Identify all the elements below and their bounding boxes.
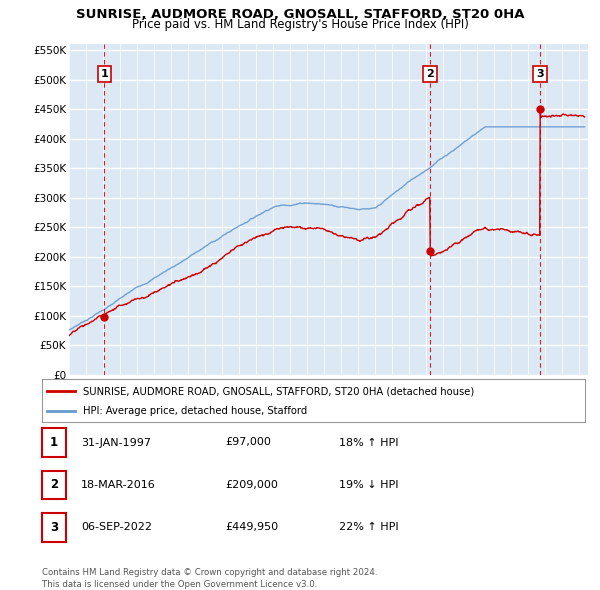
Text: 18-MAR-2016: 18-MAR-2016	[81, 480, 156, 490]
Text: SUNRISE, AUDMORE ROAD, GNOSALL, STAFFORD, ST20 0HA (detached house): SUNRISE, AUDMORE ROAD, GNOSALL, STAFFORD…	[83, 386, 474, 396]
Text: 31-JAN-1997: 31-JAN-1997	[81, 438, 151, 447]
Text: 3: 3	[50, 521, 58, 534]
Text: £97,000: £97,000	[225, 438, 271, 447]
Text: 1: 1	[50, 436, 58, 449]
Text: 2: 2	[426, 69, 434, 78]
Text: 18% ↑ HPI: 18% ↑ HPI	[339, 438, 398, 447]
Text: Price paid vs. HM Land Registry's House Price Index (HPI): Price paid vs. HM Land Registry's House …	[131, 18, 469, 31]
Text: HPI: Average price, detached house, Stafford: HPI: Average price, detached house, Staf…	[83, 407, 307, 416]
Text: 2: 2	[50, 478, 58, 491]
Text: 06-SEP-2022: 06-SEP-2022	[81, 523, 152, 532]
Text: £449,950: £449,950	[225, 523, 278, 532]
Text: 1: 1	[101, 69, 108, 78]
Text: £209,000: £209,000	[225, 480, 278, 490]
Text: 22% ↑ HPI: 22% ↑ HPI	[339, 523, 398, 532]
Text: 19% ↓ HPI: 19% ↓ HPI	[339, 480, 398, 490]
Text: Contains HM Land Registry data © Crown copyright and database right 2024.
This d: Contains HM Land Registry data © Crown c…	[42, 568, 377, 589]
Text: 3: 3	[536, 69, 544, 78]
Text: SUNRISE, AUDMORE ROAD, GNOSALL, STAFFORD, ST20 0HA: SUNRISE, AUDMORE ROAD, GNOSALL, STAFFORD…	[76, 8, 524, 21]
